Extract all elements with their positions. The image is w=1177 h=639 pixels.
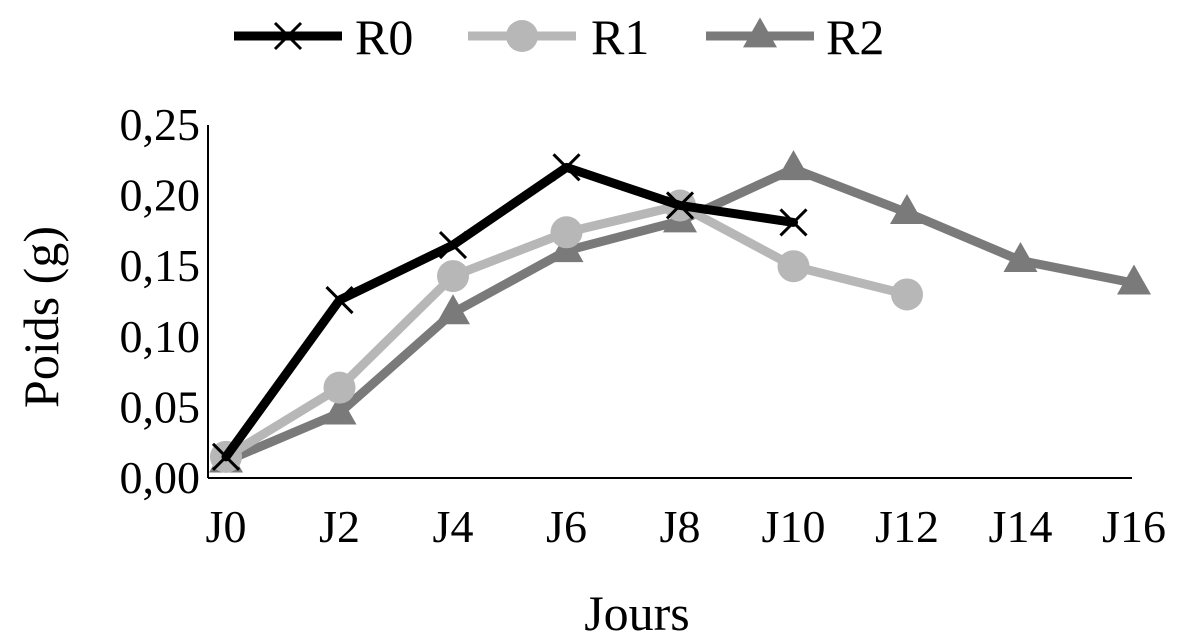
axes <box>207 125 1132 479</box>
x-tick-label: J16 <box>1102 501 1166 552</box>
legend-label: R0 <box>355 9 413 65</box>
data-point <box>211 442 241 471</box>
legend-marker <box>273 21 303 51</box>
data-point <box>325 286 354 315</box>
series-r0 <box>211 153 808 471</box>
y-tick-labels: 0,00 0,05 0,10 0,15 0,20 0,25 <box>120 99 201 503</box>
x-tick-label: J6 <box>546 501 587 552</box>
data-point <box>322 394 357 425</box>
y-tick-label: 0,10 <box>120 311 201 362</box>
series-line-r0 <box>221 162 798 462</box>
data-point <box>665 191 695 220</box>
legend-item-r2: R2 <box>706 9 884 65</box>
x-tick-label: J0 <box>206 501 247 552</box>
y-axis-title: Poids (g) <box>13 226 69 408</box>
x-axis-title: Jours <box>584 585 690 639</box>
y-tick-label: 0,15 <box>120 240 201 291</box>
x-tick-label: J2 <box>319 501 360 552</box>
legend-item-r1: R1 <box>468 9 649 65</box>
data-point <box>438 230 468 260</box>
x-tick-label: J8 <box>660 501 701 552</box>
x-tick-label: J14 <box>989 501 1053 552</box>
x-tick-label: J12 <box>875 501 939 552</box>
y-tick-label: 0,20 <box>120 170 201 221</box>
data-point <box>552 153 581 182</box>
data-point <box>437 260 469 293</box>
y-tick-label: 0,00 <box>120 452 201 503</box>
y-tick-label: 0,05 <box>120 381 201 432</box>
x-tick-labels: J0 J2 J4 J6 J8 J10 J12 J14 J16 <box>206 501 1166 552</box>
legend-marker <box>743 17 777 48</box>
data-point <box>550 216 583 249</box>
x-tick-label: J10 <box>762 501 826 552</box>
data-point <box>323 371 356 404</box>
data-point <box>891 278 923 311</box>
data-point <box>779 208 808 237</box>
legend-label: R2 <box>826 9 884 65</box>
y-tick-label: 0,25 <box>120 99 201 150</box>
data-point <box>436 294 470 325</box>
legend-item-r0: R0 <box>234 9 413 65</box>
data-point <box>1003 241 1038 272</box>
legend-marker <box>506 20 538 52</box>
data-point <box>1117 264 1151 295</box>
data-point <box>777 250 810 283</box>
legend-label: R1 <box>591 9 649 65</box>
legend: R0 R1 R2 <box>234 9 884 65</box>
data-point <box>890 193 924 224</box>
series-group <box>209 150 1151 473</box>
data-point <box>776 150 811 181</box>
x-tick-label: J4 <box>433 501 474 552</box>
